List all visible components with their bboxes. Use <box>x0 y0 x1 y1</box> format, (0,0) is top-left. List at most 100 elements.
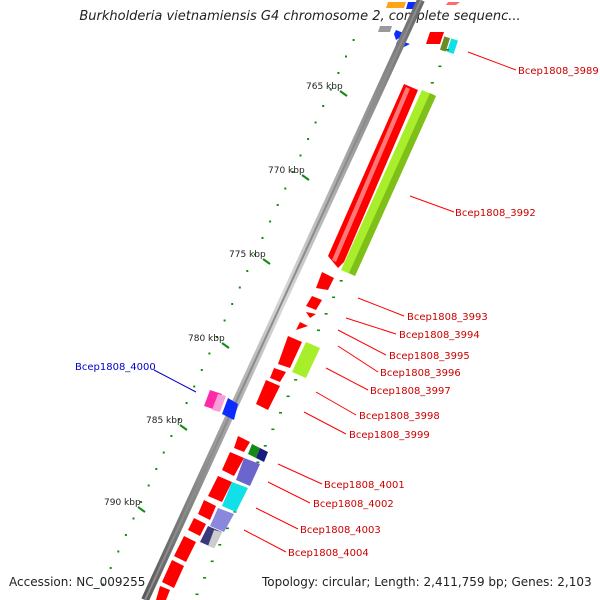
cds-3994 <box>306 312 316 318</box>
cds-top-orange <box>386 2 406 8</box>
leader-3996 <box>337 345 379 373</box>
cds-4004-gray <box>208 530 222 548</box>
gc-dot <box>279 412 282 414</box>
gc-dot <box>102 583 105 586</box>
cds-3998 <box>256 380 280 410</box>
gene-features <box>156 84 436 600</box>
gc-dot <box>200 369 203 371</box>
cds-4002-slate <box>236 458 260 486</box>
gc-dot <box>117 550 120 553</box>
gene-label-4003: Bcep1808_4003 <box>300 525 381 536</box>
cds-green-a-shade <box>349 93 436 276</box>
cds-3989-red <box>426 32 444 44</box>
gc-dot <box>339 280 343 282</box>
backbone <box>141 0 425 600</box>
gc-dot <box>337 72 340 74</box>
leader-4004 <box>243 529 287 553</box>
gene-label-3998: Bcep1808_3998 <box>359 411 440 422</box>
gc-dot <box>271 428 275 431</box>
leader-4001 <box>277 463 323 485</box>
cds-lower-c <box>156 586 170 600</box>
gc-dot <box>284 187 287 190</box>
gc-dot <box>233 511 237 513</box>
gc-dot <box>286 395 290 398</box>
cds-4001-green <box>248 444 260 458</box>
reverse-arrow-a <box>394 30 406 40</box>
gc-dot <box>223 319 226 322</box>
gc-dot <box>225 527 229 530</box>
gc-dot <box>253 253 256 256</box>
leader-4002 <box>267 481 311 504</box>
gene-label-3995: Bcep1808_3995 <box>389 351 470 362</box>
scale-tick-mark <box>301 174 310 181</box>
gc-dot <box>446 49 449 51</box>
gc-dot <box>231 303 234 305</box>
cds-4004a <box>198 500 216 520</box>
gc-dot <box>218 544 222 546</box>
cds-4002 <box>222 452 244 476</box>
gene-label-3989: Bcep1808_3989 <box>518 66 599 77</box>
cds-3993a <box>316 272 334 290</box>
cds-3996 <box>278 336 302 368</box>
cds-3995 <box>296 322 308 330</box>
gc-dot <box>208 352 211 355</box>
gc-dot <box>132 517 135 520</box>
cds-4003-cyan <box>222 482 248 512</box>
gene-label-3996: Bcep1808_3996 <box>380 368 461 379</box>
gc-dot <box>294 379 298 381</box>
gc-dot <box>238 286 241 289</box>
gc-dot <box>329 88 332 91</box>
scale-axis: 765 kbp 770 kbp 775 kbp 780 kbp 785 kbp … <box>104 82 348 513</box>
gc-dot <box>345 55 347 58</box>
gc-dot <box>299 154 302 157</box>
cds-4000-pink <box>212 394 226 412</box>
gc-dot <box>246 270 249 272</box>
gc-dot <box>269 220 272 223</box>
accession-label: Accession: NC_009255 <box>9 575 146 589</box>
scale-tick-label: 785 kbp <box>146 416 183 426</box>
scale-tick-mark <box>179 424 188 431</box>
gc-dot <box>438 65 442 68</box>
gc-dot <box>203 577 207 579</box>
cds-3993b <box>306 296 322 310</box>
scale-tick-mark <box>137 506 146 513</box>
leader-4000 <box>153 369 197 393</box>
gc-dot <box>314 121 317 124</box>
gene-label-4002: Bcep1808_4002 <box>313 499 394 510</box>
gc-dot <box>291 171 294 173</box>
gene-label-3992: Bcep1808_3992 <box>455 208 536 219</box>
gc-dot <box>170 435 173 437</box>
scale-tick-mark <box>262 258 271 265</box>
cds-3997 <box>270 368 286 382</box>
gc-dot <box>317 329 320 332</box>
leader-3995 <box>337 329 387 356</box>
gc-dot <box>162 451 165 454</box>
gc-dot <box>185 402 188 404</box>
gc-dot <box>178 418 180 421</box>
scale-tick-label: 765 kbp <box>306 82 343 92</box>
topology-summary: Topology: circular; Length: 2,411,759 bp… <box>262 575 592 589</box>
gc-dot <box>261 237 264 239</box>
leader-lines <box>153 51 517 553</box>
cds-3989-cyan <box>446 38 458 54</box>
scale-tick-mark <box>221 342 230 349</box>
gc-dot <box>210 560 214 563</box>
gene-label-4000: Bcep1808_4000 <box>75 362 156 373</box>
leader-4003 <box>255 507 299 530</box>
gc-dot <box>155 468 158 470</box>
gc-dot <box>195 593 199 596</box>
scale-tick-label: 775 kbp <box>229 250 266 260</box>
gene-label-4004: Bcep1808_4004 <box>288 548 369 559</box>
gc-dot <box>324 313 328 315</box>
leader-3992 <box>409 195 455 213</box>
cds-green-b <box>292 342 320 378</box>
cds-3992-hatch <box>332 87 410 262</box>
gc-dot <box>430 82 434 84</box>
scale-tick-label: 790 kbp <box>104 498 141 508</box>
leader-3994 <box>345 317 397 335</box>
gene-label-3993: Bcep1808_3993 <box>407 312 488 323</box>
gene-label-3994: Bcep1808_3994 <box>399 330 480 341</box>
leader-3997 <box>325 367 369 391</box>
gc-dot <box>216 336 218 338</box>
cds-4000-blue <box>222 398 238 420</box>
